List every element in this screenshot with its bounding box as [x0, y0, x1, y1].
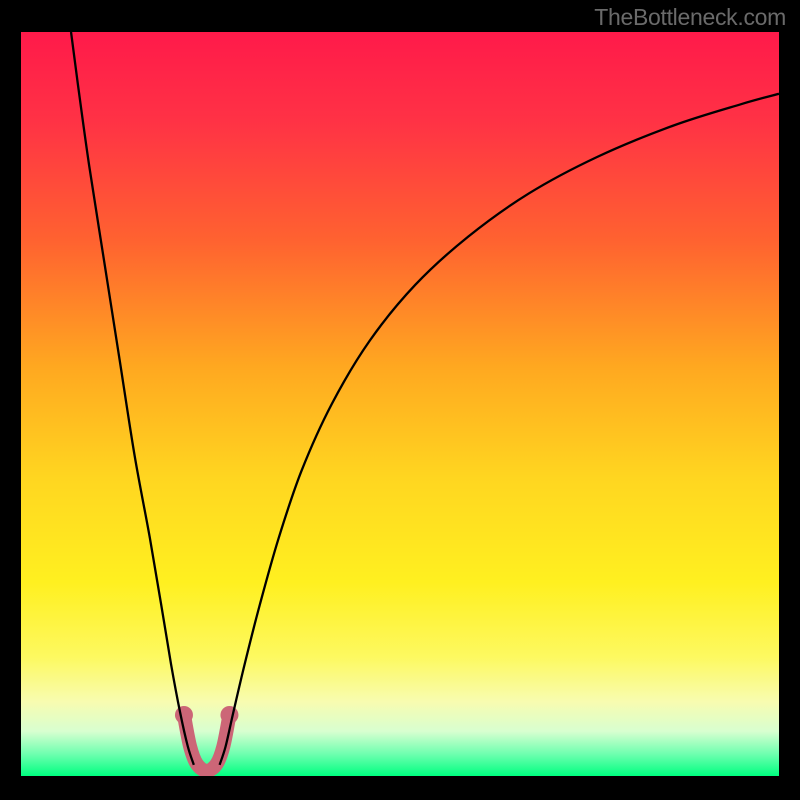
optimal-range-end — [220, 706, 238, 724]
optimal-range-start — [175, 706, 193, 724]
watermark-text: TheBottleneck.com — [594, 4, 786, 31]
plot-background — [21, 32, 779, 776]
bottleneck-chart — [0, 0, 800, 800]
chart-container: TheBottleneck.com — [0, 0, 800, 800]
